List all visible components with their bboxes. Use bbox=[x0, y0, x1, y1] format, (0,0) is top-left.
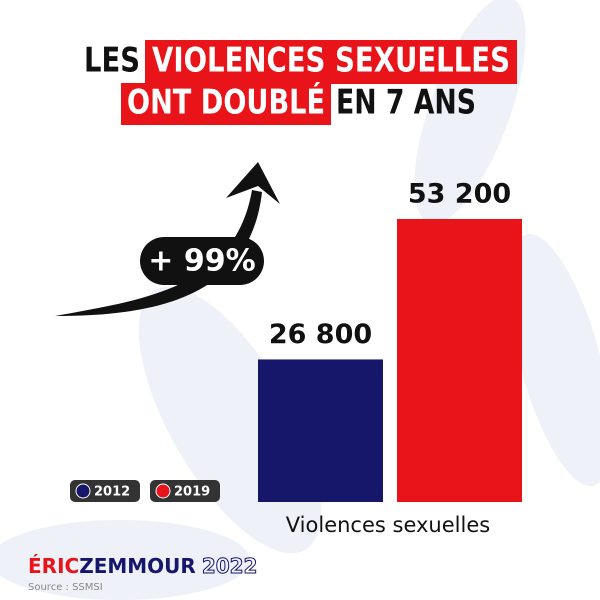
brand: ÉRICZEMMOUR 2022 bbox=[28, 554, 257, 578]
title-part: LES bbox=[84, 41, 140, 81]
source: Source : SSMSI bbox=[28, 582, 103, 593]
bar bbox=[258, 359, 383, 502]
value-label: 53 200 bbox=[408, 179, 511, 210]
legend-swatch bbox=[155, 483, 171, 499]
legend-swatch bbox=[75, 483, 91, 499]
title-part: EN 7 ANS bbox=[336, 83, 476, 123]
brand-part: ÉRIC bbox=[28, 554, 79, 578]
arrow-head bbox=[226, 162, 280, 204]
value-label: 26 800 bbox=[269, 319, 372, 350]
title-part: ONT DOUBLÉ bbox=[127, 82, 325, 123]
annotation: + 99% bbox=[148, 244, 255, 279]
brand-part: ZEMMOUR bbox=[79, 554, 196, 578]
legend-label: 2019 bbox=[174, 485, 210, 500]
title-highlight bbox=[121, 83, 331, 125]
title-part: VIOLENCES SEXUELLES bbox=[152, 41, 510, 81]
title-highlight bbox=[145, 40, 517, 84]
x-tick-label: Violences sexuelles bbox=[286, 513, 490, 537]
bar bbox=[397, 219, 522, 502]
annotation-pill bbox=[140, 237, 264, 285]
brand-part: 2022 bbox=[202, 554, 258, 578]
legend-label: 2012 bbox=[94, 485, 130, 500]
